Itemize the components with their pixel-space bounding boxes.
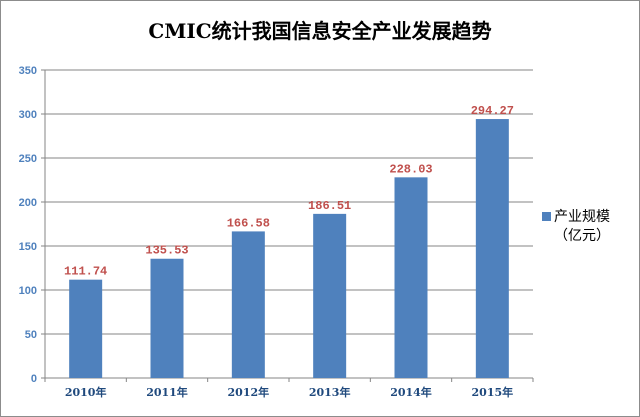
y-tick-label: 50 — [25, 329, 37, 341]
legend-swatch — [542, 212, 551, 221]
data-label: 166.58 — [227, 216, 270, 230]
bars — [69, 119, 509, 379]
data-label: 135.53 — [145, 244, 188, 258]
y-tick-label: 300 — [19, 109, 37, 121]
data-label: 294.27 — [471, 104, 514, 118]
x-tick-label: 2010年 — [65, 385, 107, 399]
bar — [313, 213, 347, 378]
data-labels: 111.74 135.53 166.58 186.51 228.03 294.27 — [64, 104, 514, 279]
axes: 0 50 100 150 200 250 300 350 2010年 2011年 2012年 2013… — [19, 65, 534, 399]
y-tick-label: 350 — [19, 65, 37, 77]
y-tick-label: 200 — [19, 197, 37, 209]
x-tick-label: 2013年 — [309, 385, 351, 399]
legend-label-line2: （亿元） — [554, 228, 610, 244]
legend: 产业规模 （亿元） — [542, 209, 610, 244]
gridlines — [45, 69, 533, 335]
y-tick-label: 250 — [19, 153, 37, 165]
bar — [475, 119, 509, 379]
y-tick-label: 0 — [31, 373, 37, 385]
x-tick-label: 2015年 — [472, 385, 514, 399]
x-tick-label: 2012年 — [228, 385, 270, 399]
y-tick-label: 100 — [19, 285, 37, 297]
x-tick-label: 2011年 — [146, 385, 188, 399]
chart-title: CMIC统计我国信息安全产业发展趋势 — [148, 19, 491, 43]
bar — [231, 231, 265, 378]
bar — [394, 177, 428, 378]
bar — [69, 279, 103, 378]
x-tick-label: 2014年 — [390, 385, 432, 399]
bar — [150, 258, 184, 378]
data-label: 186.51 — [308, 199, 351, 213]
legend-label-line1: 产业规模 — [554, 209, 610, 225]
data-label: 228.03 — [389, 162, 432, 176]
y-tick-label: 150 — [19, 241, 37, 253]
data-label: 111.74 — [64, 265, 107, 279]
